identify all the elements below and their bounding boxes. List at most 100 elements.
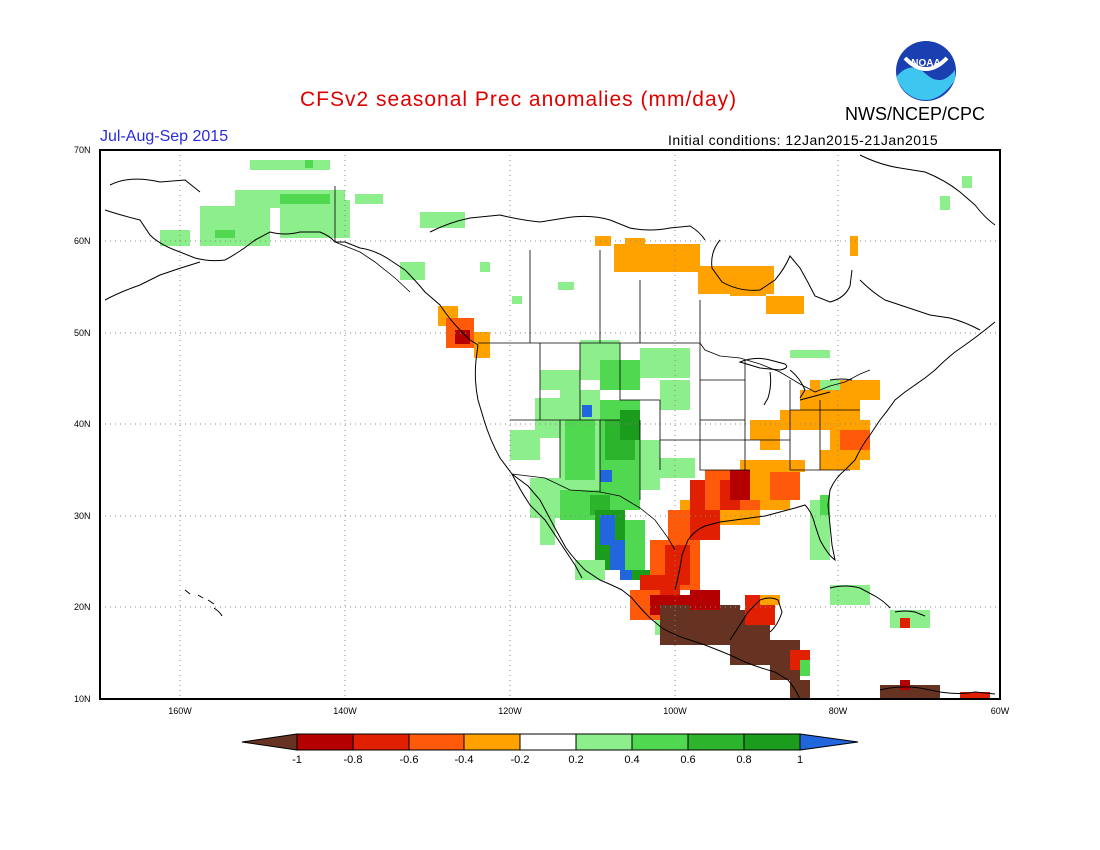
lake-superior (738, 357, 788, 371)
colorbar (241, 733, 859, 751)
hawaii-coast (184, 589, 223, 617)
lat-label: 40N (74, 419, 91, 429)
colorbar-label: 0.2 (568, 754, 583, 766)
anomaly-patch (760, 595, 780, 605)
anomaly-patch (582, 405, 592, 417)
colorbar-bin (575, 733, 633, 751)
lake-ontario (829, 378, 853, 381)
anomaly-patch (820, 495, 830, 515)
anomaly-patches (160, 160, 990, 699)
colorbar-labels: -1 -0.8 -0.6 -0.4 -0.2 0.2 0.4 0.6 0.8 1 (292, 754, 803, 766)
anomaly-patch (512, 296, 522, 304)
season-label: Jul-Aug-Sep 2015 (100, 128, 229, 145)
colorbar-label: -0.6 (400, 754, 419, 766)
anomaly-patch (200, 206, 270, 246)
anomaly-patch (720, 510, 760, 525)
anomaly-patch (614, 244, 700, 272)
anomaly-patch (900, 680, 910, 690)
anomaly-patch (595, 236, 611, 246)
anomaly-patch (655, 458, 695, 478)
anomaly-patch (740, 460, 760, 470)
anomaly-patch (750, 420, 780, 440)
anomaly-patch (540, 515, 555, 545)
anomaly-patch (790, 350, 830, 358)
anomaly-patch (160, 230, 190, 246)
lon-label: 100W (663, 706, 687, 716)
lake-erie (799, 391, 831, 401)
gulf-coast (674, 459, 856, 591)
colorbar-bin (687, 733, 745, 751)
colorbar-bin (463, 733, 521, 751)
anomaly-patch (474, 332, 490, 358)
anomaly-patch (420, 212, 465, 228)
lat-label: 70N (74, 145, 91, 155)
anomaly-patch (850, 236, 858, 256)
anomaly-patch (820, 380, 840, 390)
lat-label: 10N (74, 694, 91, 704)
colorbar-low-arrow (241, 733, 298, 751)
great-lakes (738, 357, 853, 406)
colorbar-bin (296, 733, 354, 751)
aleutian-coast (104, 261, 201, 301)
anomaly-patch (565, 420, 595, 480)
hudson-bay-coast (711, 239, 853, 303)
anomaly-patch (960, 692, 990, 699)
anomaly-patch (800, 660, 810, 676)
anomaly-patch (820, 450, 860, 470)
cuba-coast (829, 585, 891, 609)
anomaly-patch (280, 194, 330, 204)
anomaly-patch (900, 618, 910, 628)
colorbar-bin (631, 733, 689, 751)
us-canada-border (478, 342, 871, 393)
lon-label: 160W (168, 706, 192, 716)
colorbar-label: -1 (292, 754, 302, 766)
lon-axis: 160W 140W 120W 100W 80W 60W (168, 706, 1010, 716)
noaa-logo-icon: NOAA (896, 41, 956, 101)
anomaly-patch (620, 410, 640, 440)
alaska-coast (104, 178, 479, 346)
political-borders (334, 186, 871, 551)
lat-label: 60N (74, 236, 91, 246)
colorbar-label: 0.8 (736, 754, 751, 766)
us-mexico-border (511, 473, 676, 551)
anomaly-patch (480, 262, 490, 272)
anomaly-patch (530, 478, 560, 518)
lat-label: 30N (74, 511, 91, 521)
anomaly-patch (600, 470, 612, 482)
lat-label: 20N (74, 602, 91, 612)
anomaly-patch (760, 440, 780, 450)
colorbar-label: -0.4 (455, 754, 474, 766)
lake-huron (789, 369, 806, 399)
anomaly-patch (600, 515, 615, 545)
anomaly-patch (770, 470, 800, 500)
west-coast (474, 344, 801, 700)
anomaly-patch (510, 430, 540, 460)
lon-label: 60W (991, 706, 1010, 716)
labrador-coast (859, 279, 981, 331)
colorbar-bin (743, 733, 801, 751)
coastlines (104, 154, 996, 700)
anomaly-patch (940, 196, 950, 210)
lat-axis: 70N 60N 50N 40N 30N 20N 10N (74, 145, 91, 704)
anomaly-patch (558, 282, 574, 290)
lat-label: 50N (74, 328, 91, 338)
anomaly-patch (766, 296, 804, 314)
anomaly-patch (250, 160, 330, 170)
map-frame (99, 149, 1001, 700)
initial-conditions-label: Initial conditions: 12Jan2015-21Jan2015 (668, 132, 939, 148)
graticule (100, 150, 1000, 699)
anomaly-patch (540, 370, 580, 390)
south-america-coast (879, 686, 996, 695)
anomaly-patch (962, 176, 972, 188)
colorbar-label: -0.2 (511, 754, 530, 766)
east-coast (854, 321, 996, 461)
colorbar-label: 0.6 (680, 754, 695, 766)
colorbar-bin (408, 733, 465, 751)
arctic-coast (429, 214, 706, 241)
agency-label: NWS/NCEP/CPC (845, 104, 986, 124)
colorbar-label: 1 (797, 754, 803, 766)
colorbar-bin (352, 733, 410, 751)
lake-michigan (763, 371, 772, 406)
anomaly-patch (455, 330, 470, 344)
canada-provinces (529, 250, 701, 343)
